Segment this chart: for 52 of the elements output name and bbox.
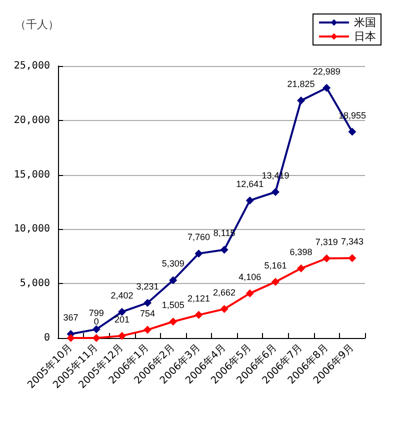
data-label: 0 <box>94 316 99 326</box>
legend-label: 米国 <box>354 16 376 29</box>
data-label: 21,825 <box>287 79 315 90</box>
data-label: 5,161 <box>264 260 287 270</box>
point <box>297 96 306 105</box>
data-label: 5,309 <box>162 258 184 269</box>
y-tick-label: 10,000 <box>14 224 50 235</box>
point <box>118 308 126 316</box>
point <box>194 250 203 258</box>
data-label: 7,319 <box>315 236 338 247</box>
point <box>144 326 152 334</box>
data-label: 754 <box>140 308 156 318</box>
point <box>220 246 228 254</box>
point <box>92 325 100 334</box>
point <box>66 334 75 342</box>
data-label: 4,106 <box>238 272 262 282</box>
legend-label: 日本 <box>354 30 376 43</box>
y-tick-label: 20,000 <box>14 114 50 126</box>
data-label: 6,398 <box>290 246 312 257</box>
y-tick-label: 5,000 <box>20 278 50 290</box>
data-label: 1,505 <box>162 300 184 310</box>
y-tick-label: 25,000 <box>14 60 50 72</box>
point <box>271 278 280 286</box>
point <box>246 196 254 204</box>
point <box>144 298 152 307</box>
data-label: 22,989 <box>312 66 340 76</box>
data-label: 201 <box>114 314 130 324</box>
point <box>297 264 306 272</box>
point <box>169 318 178 326</box>
data-label: 2,402 <box>110 290 134 300</box>
point <box>348 254 356 262</box>
data-label: 3,231 <box>136 281 159 292</box>
data-label: 2,662 <box>213 288 236 298</box>
data-label: 367 <box>63 312 78 323</box>
point <box>322 84 331 92</box>
point <box>169 276 178 284</box>
data-label: 799 <box>88 308 104 318</box>
data-label: 7,343 <box>340 236 364 247</box>
point <box>194 310 203 319</box>
y-axis-title: （千人） <box>15 18 59 31</box>
point <box>92 334 100 342</box>
point <box>271 188 280 196</box>
point <box>348 128 356 136</box>
y-tick-label: 15,000 <box>14 169 50 180</box>
point <box>118 332 126 340</box>
point <box>246 289 254 298</box>
data-label: 12,641 <box>236 178 264 189</box>
point <box>322 254 331 262</box>
point <box>220 305 228 314</box>
data-label: 7,760 <box>187 232 210 242</box>
data-label: 2,121 <box>187 293 210 304</box>
y-tick-label: 0 <box>44 332 50 344</box>
